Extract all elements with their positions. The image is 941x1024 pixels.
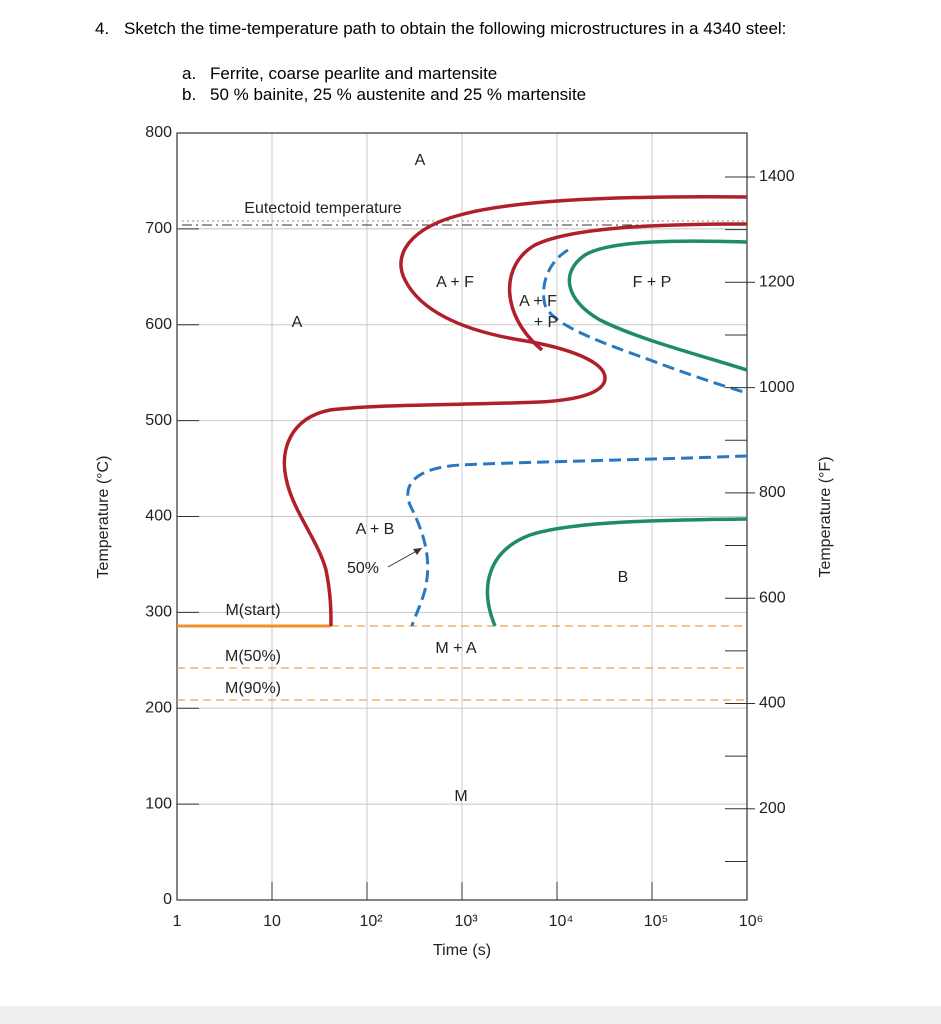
x-tick-label: 10²	[359, 913, 383, 930]
m90-label: M(90%)	[225, 680, 281, 697]
region-label: + P	[534, 314, 558, 331]
x-tick-label: 10⁶	[739, 913, 763, 930]
y2-tick-label: 400	[759, 695, 786, 712]
y-tick-label: 800	[145, 124, 172, 141]
fifty-percent-curve	[542, 248, 748, 395]
x-tick-label: 1	[173, 913, 182, 930]
region-label: F + P	[633, 274, 672, 291]
item-label: b.	[182, 85, 197, 104]
pearlite-start-curve	[507, 222, 748, 352]
y2-tick-label: 1200	[759, 274, 795, 291]
pearlite-finish-curve	[567, 239, 748, 372]
bainite-50-curve	[406, 454, 748, 627]
y-tick-label: 700	[145, 220, 172, 237]
ttt-diagram: A Eutectoid temperature A + F A + F + P …	[95, 124, 834, 959]
region-label: A + F	[436, 274, 474, 291]
y-tick-label: 600	[145, 316, 172, 333]
item-text: 50 % bainite, 25 % austenite and 25 % ma…	[210, 85, 587, 104]
x-tick-label: 10	[263, 913, 281, 930]
y2-tick-label: 600	[759, 589, 786, 606]
y2-axis-label: Temperature (°F)	[817, 456, 834, 577]
region-label: B	[618, 569, 629, 586]
region-label: A	[415, 152, 426, 169]
y-tick-label: 400	[145, 508, 172, 525]
y-tick-label: 500	[145, 412, 172, 429]
footer-band	[0, 1006, 941, 1024]
bainite-finish-curve	[485, 517, 748, 627]
ms-label: M(start)	[225, 602, 280, 619]
y-axis-label: Temperature (°C)	[95, 456, 112, 579]
y2-tick-label: 1000	[759, 379, 795, 396]
eutectoid-label: Eutectoid temperature	[244, 200, 402, 217]
m50-label: M(50%)	[225, 648, 281, 665]
arrow-head	[413, 548, 422, 555]
item-label: a.	[182, 64, 197, 83]
question-text: Sketch the time-temperature path to obta…	[124, 19, 787, 38]
ferrite-start-curve	[282, 195, 748, 627]
item-text: Ferrite, coarse pearlite and martensite	[210, 64, 498, 83]
x-tick-label: 10⁴	[549, 913, 574, 930]
y-tick-label: 200	[145, 699, 172, 716]
y2-tick-label: 200	[759, 800, 786, 817]
region-label: A + B	[356, 521, 395, 538]
region-label: M	[454, 788, 467, 805]
y2-tick-label: 800	[759, 484, 786, 501]
y2-tick-label: 1400	[759, 168, 795, 185]
x-tick-label: 10³	[454, 913, 478, 930]
grid	[177, 133, 747, 900]
region-label: A	[292, 314, 303, 331]
y-tick-label: 100	[145, 795, 172, 812]
x-axis-label: Time (s)	[433, 942, 491, 959]
region-label: 50%	[347, 560, 379, 577]
region-label: A + F	[519, 293, 557, 310]
x-tick-label: 10⁵	[644, 913, 668, 930]
question-number: 4.	[95, 19, 110, 38]
y-tick-label: 0	[163, 891, 172, 908]
y-tick-label: 300	[145, 604, 172, 621]
region-label: M + A	[435, 640, 477, 657]
